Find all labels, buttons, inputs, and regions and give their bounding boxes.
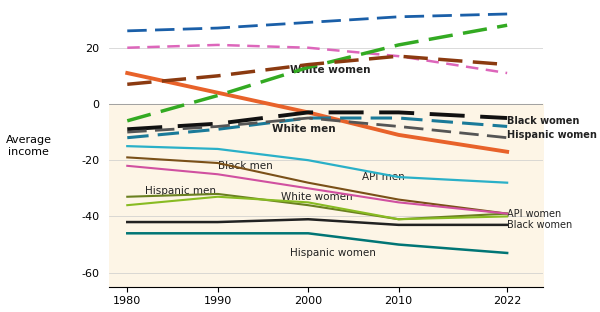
Text: API women: API women [507,209,562,219]
Text: White women: White women [281,192,353,202]
Text: White women: White women [290,65,371,75]
Text: Black women: Black women [507,220,572,230]
Y-axis label: Average
income: Average income [5,135,52,157]
Text: White men: White men [272,124,335,134]
Text: Black women: Black women [507,116,580,126]
Text: Hispanic women: Hispanic women [507,130,597,140]
Text: Black men: Black men [218,161,272,171]
Text: Hispanic women: Hispanic women [290,248,376,258]
Text: API men: API men [362,172,405,182]
Text: Hispanic men: Hispanic men [145,186,217,196]
